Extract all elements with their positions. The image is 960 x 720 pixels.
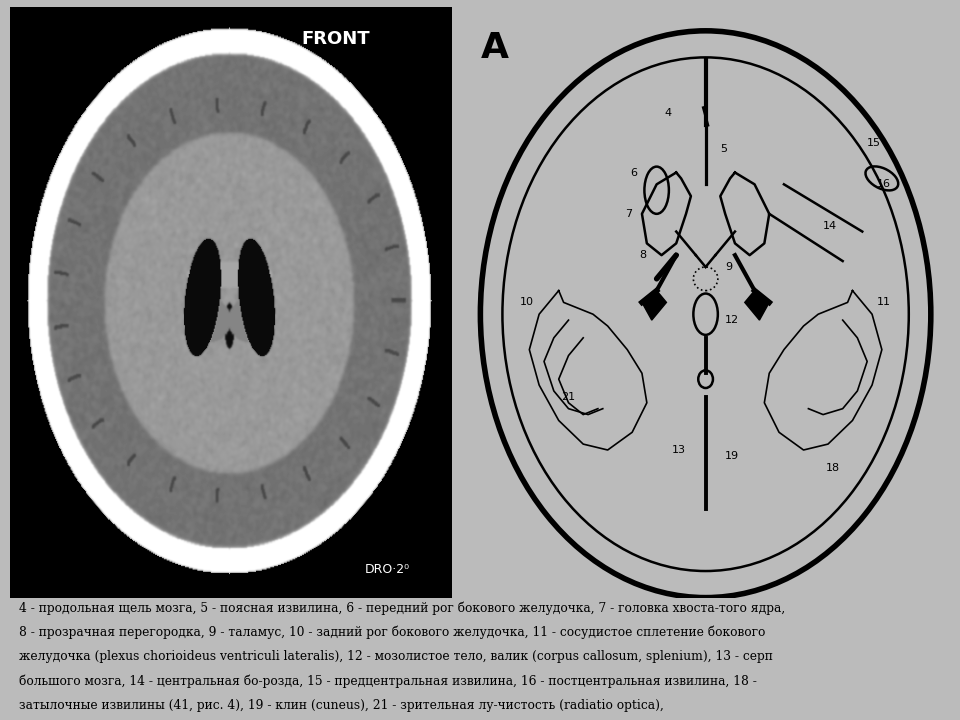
Text: FRONT: FRONT bbox=[301, 30, 371, 48]
Text: 6: 6 bbox=[630, 168, 637, 178]
Text: 9: 9 bbox=[725, 262, 732, 272]
Text: 8: 8 bbox=[639, 250, 647, 260]
Text: 4: 4 bbox=[664, 109, 671, 119]
Text: 5: 5 bbox=[720, 144, 728, 154]
Text: 16: 16 bbox=[876, 179, 891, 189]
Polygon shape bbox=[745, 291, 769, 320]
Text: 15: 15 bbox=[867, 138, 881, 148]
Text: желудочка (plexus chorioideus ventriculi lateralis), 12 - мозолистое тело, валик: желудочка (plexus chorioideus ventriculi… bbox=[19, 650, 773, 663]
Text: 13: 13 bbox=[672, 445, 686, 455]
Text: затылочные извилины (41, рис. 4), 19 - клин (cuneus), 21 - зрительная лу-чистост: затылочные извилины (41, рис. 4), 19 - к… bbox=[19, 699, 664, 712]
Text: 12: 12 bbox=[725, 315, 739, 325]
Text: 11: 11 bbox=[876, 297, 891, 307]
Text: 14: 14 bbox=[823, 220, 837, 230]
Text: 18: 18 bbox=[826, 463, 840, 473]
Text: DRO·2⁰: DRO·2⁰ bbox=[365, 562, 410, 575]
Text: 7: 7 bbox=[625, 209, 632, 219]
Text: 21: 21 bbox=[562, 392, 576, 402]
Text: большого мозга, 14 - центральная бо-розда, 15 - предцентральная извилина, 16 - п: большого мозга, 14 - центральная бо-розд… bbox=[19, 675, 756, 688]
Text: 8 - прозрачная перегородка, 9 - таламус, 10 - задний рог бокового желудочка, 11 : 8 - прозрачная перегородка, 9 - таламус,… bbox=[19, 626, 765, 639]
Polygon shape bbox=[642, 291, 666, 320]
Text: 19: 19 bbox=[725, 451, 739, 461]
Text: A: A bbox=[480, 31, 509, 65]
Text: 4 - продольная щель мозга, 5 - поясная извилина, 6 - передний рог бокового желуд: 4 - продольная щель мозга, 5 - поясная и… bbox=[19, 601, 785, 615]
Text: 10: 10 bbox=[520, 297, 534, 307]
